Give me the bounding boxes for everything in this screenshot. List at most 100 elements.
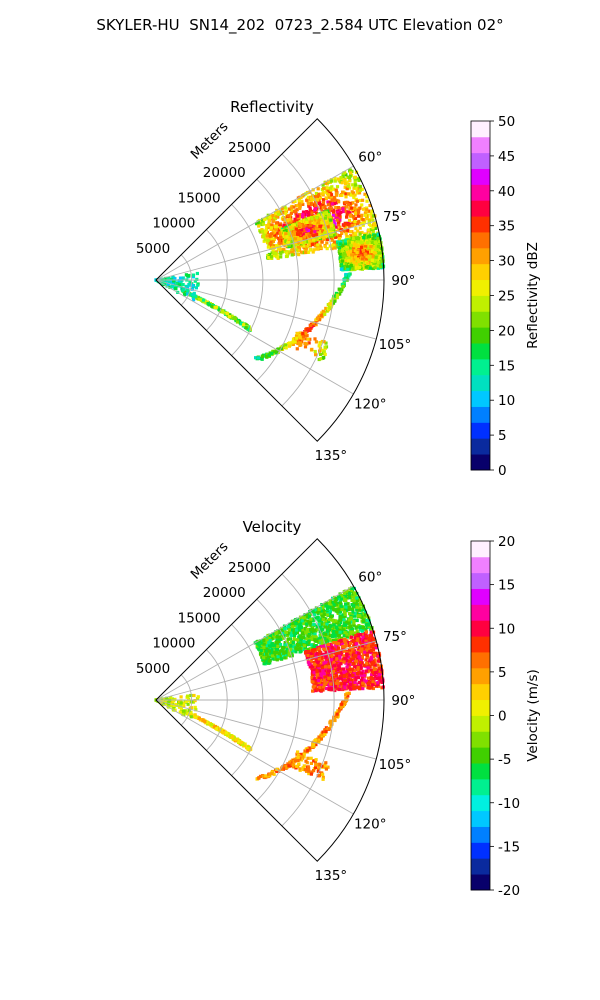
echo-pixel: [275, 215, 279, 219]
echo-pixel: [347, 241, 351, 245]
echo-pixel: [315, 625, 319, 629]
echo-pixel: [263, 238, 267, 242]
echo-pixel: [332, 195, 336, 200]
echo-pixel: [293, 623, 297, 628]
colorbar-segment: [471, 152, 490, 169]
echo-pixel: [330, 615, 334, 619]
echo-pixel: [355, 186, 359, 190]
echo-pixel: [358, 232, 362, 236]
echo-pixel: [284, 232, 288, 236]
echo-pixel: [277, 242, 281, 246]
echo-pixel: [321, 199, 326, 203]
echo-pixel: [355, 251, 359, 255]
echo-pixel: [345, 245, 349, 249]
echo-pixel: [186, 289, 190, 293]
echo-pixel: [315, 240, 319, 244]
echo-pixel: [373, 266, 377, 270]
echo-pixel: [316, 224, 320, 228]
echo-pixel: [276, 347, 280, 351]
echo-pixel: [287, 637, 291, 641]
echo-pixel: [309, 612, 313, 616]
echo-pixel: [304, 247, 308, 251]
echo-pixel: [323, 216, 328, 220]
echo-pixel: [278, 230, 282, 235]
echo-pixel: [350, 598, 354, 602]
echo-pixel: [274, 235, 278, 239]
echo-pixel: [305, 640, 309, 644]
echo-pixel: [299, 220, 303, 224]
echo-pixel: [376, 237, 380, 241]
echo-pixel: [323, 205, 327, 209]
echo-pixel: [277, 212, 281, 216]
echo-pixel: [274, 640, 278, 644]
echo-pixel: [265, 355, 269, 359]
echo-pixel: [297, 643, 302, 647]
echo-pixel: [267, 225, 271, 230]
echo-pixel: [312, 241, 316, 245]
echo-pixel: [271, 237, 275, 241]
echo-pixel: [346, 267, 350, 271]
echo-pixel: [316, 243, 320, 247]
echo-pixel: [323, 231, 327, 235]
echo-pixel: [296, 214, 300, 218]
echo-pixel: [340, 288, 344, 292]
echo-pixel: [304, 637, 308, 641]
echo-pixel: [331, 227, 335, 231]
echo-pixel: [317, 235, 321, 239]
echo-pixel: [321, 190, 325, 194]
echo-pixel: [191, 292, 195, 297]
echo-pixel: [357, 262, 361, 266]
echo-pixel: [368, 203, 372, 208]
echo-pixel: [320, 339, 324, 344]
echo-pixel: [273, 217, 278, 221]
echo-pixel: [308, 337, 312, 341]
echo-pixel: [274, 212, 278, 216]
echo-pixel: [353, 178, 357, 182]
echo-pixel: [342, 634, 346, 638]
echo-pixel: [320, 620, 324, 624]
colorbar-segment: [471, 263, 490, 281]
echo-pixel: [178, 276, 183, 280]
echo-pixel: [295, 217, 299, 221]
echo-pixel: [274, 650, 278, 654]
echo-pixel: [342, 591, 346, 595]
echo-pixel: [351, 237, 355, 241]
echo-pixel: [272, 635, 276, 639]
echo-pixel: [353, 249, 357, 253]
echo-pixel: [365, 625, 369, 629]
echo-pixel: [353, 246, 357, 250]
echo-pixel: [376, 232, 380, 236]
echo-pixel: [301, 332, 305, 336]
echo-pixel: [295, 339, 299, 343]
echo-pixel: [353, 594, 357, 598]
echo-pixel: [303, 235, 307, 239]
echo-pixel: [303, 341, 307, 345]
echo-pixel: [347, 605, 351, 609]
echo-pixel: [335, 630, 339, 634]
echo-pixel: [291, 227, 295, 231]
colorbar-tick-label: 0: [498, 463, 507, 479]
echo-pixel: [309, 230, 313, 235]
echo-pixel: [353, 175, 358, 179]
echo-pixel: [361, 625, 366, 630]
echo-pixel: [341, 209, 346, 214]
echo-pixel: [279, 347, 284, 351]
echo-pixel: [317, 622, 321, 626]
colorbar-segment: [471, 232, 490, 249]
echo-pixel: [315, 639, 319, 643]
echo-pixel: [188, 280, 192, 284]
echo-pixel: [276, 247, 280, 251]
echo-pixel: [313, 230, 317, 234]
echo-pixel: [313, 244, 317, 248]
echo-pixel: [361, 248, 366, 253]
echo-pixel: [308, 220, 312, 224]
echo-pixel: [369, 245, 373, 249]
echo-pixel: [264, 640, 268, 645]
echo-pixel: [354, 222, 358, 226]
echo-pixel: [313, 337, 317, 341]
echo-pixel: [319, 610, 323, 614]
echo-pixel: [321, 206, 325, 210]
echo-pixel: [348, 251, 352, 255]
echo-pixel: [311, 321, 316, 325]
echo-pixel: [261, 222, 265, 226]
